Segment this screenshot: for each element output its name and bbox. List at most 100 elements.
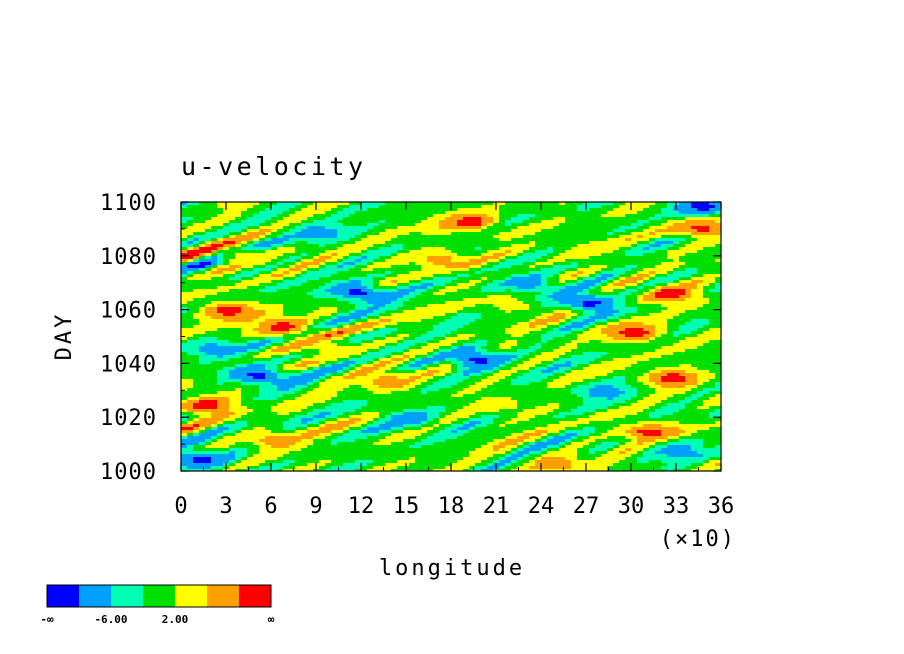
heatmap-cell [181, 406, 193, 409]
heatmap-cell [325, 436, 337, 439]
heatmap-cell [385, 364, 397, 367]
heatmap-cell [589, 316, 607, 319]
heatmap-cell [193, 241, 199, 244]
heatmap-cell [265, 436, 313, 439]
heatmap-cell [661, 235, 691, 238]
heatmap-cell [187, 415, 199, 418]
heatmap-cell [499, 256, 505, 259]
heatmap-cell [667, 250, 697, 253]
heatmap-cell [577, 346, 661, 349]
heatmap-cell [217, 370, 229, 373]
heatmap-cell [199, 322, 259, 325]
heatmap-cell [235, 352, 247, 355]
heatmap-cell [457, 334, 475, 337]
heatmap-cell [559, 277, 577, 280]
heatmap-cell [181, 298, 193, 301]
heatmap-cell [319, 253, 331, 256]
heatmap-cell [313, 220, 337, 223]
heatmap-cell [367, 469, 391, 471]
heatmap-cell [181, 244, 193, 247]
heatmap-cell [187, 241, 193, 244]
heatmap-cell [685, 376, 697, 379]
heatmap-cell [373, 337, 385, 340]
heatmap-cell [283, 313, 307, 316]
heatmap-cell [373, 325, 385, 328]
heatmap-cell [511, 469, 607, 471]
heatmap-cell [247, 208, 265, 211]
heatmap-cell [511, 346, 529, 349]
heatmap-cell [517, 403, 547, 406]
heatmap-cell [667, 307, 697, 310]
heatmap-cell [301, 439, 313, 442]
heatmap-cell [223, 256, 235, 259]
heatmap-cell [439, 421, 451, 424]
heatmap-cell [625, 334, 643, 337]
heatmap-cell [415, 361, 433, 364]
heatmap-cell [565, 370, 571, 373]
heatmap-cell [379, 205, 481, 208]
heatmap-cell [439, 415, 445, 418]
heatmap-cell [265, 373, 277, 376]
heatmap-cell [655, 442, 667, 445]
heatmap-cell [445, 301, 523, 304]
heatmap-cell [373, 289, 397, 292]
heatmap-cell [637, 400, 661, 403]
heatmap-cell [499, 346, 511, 349]
heatmap-cell [229, 232, 241, 235]
heatmap-cell [463, 433, 511, 436]
heatmap-cell [199, 244, 205, 247]
heatmap-cell [505, 439, 523, 442]
heatmap-cell [463, 406, 517, 409]
heatmap-cell [325, 283, 337, 286]
heatmap-cell [487, 361, 505, 364]
heatmap-cell [385, 337, 403, 340]
heatmap-cell [271, 244, 283, 247]
heatmap-cell [295, 364, 307, 367]
heatmap-cell [667, 469, 673, 471]
heatmap-cell [253, 397, 277, 400]
heatmap-cell [313, 415, 325, 418]
heatmap-cell [457, 223, 481, 226]
heatmap-cell [421, 232, 451, 235]
heatmap-cell [565, 316, 571, 319]
heatmap-cell [589, 433, 601, 436]
heatmap-cell [661, 448, 691, 451]
heatmap-cell [421, 280, 451, 283]
heatmap-cell [535, 319, 559, 322]
heatmap-cell [373, 244, 391, 247]
heatmap-cell [289, 388, 301, 391]
heatmap-cell [451, 232, 499, 235]
heatmap-cell [451, 331, 505, 334]
heatmap-cell [331, 214, 349, 217]
heatmap-cell [403, 310, 457, 313]
heatmap-cell [337, 205, 349, 208]
heatmap-cell [283, 361, 295, 364]
heatmap-cell [187, 397, 199, 400]
heatmap-cell [649, 277, 655, 280]
heatmap-cell [535, 442, 559, 445]
heatmap-cell [481, 262, 487, 265]
heatmap-cell [193, 445, 205, 448]
heatmap-cell [283, 280, 307, 283]
heatmap-cell [331, 337, 343, 340]
heatmap-cell [703, 304, 721, 307]
heatmap-cell [373, 226, 397, 229]
heatmap-cell [265, 376, 277, 379]
heatmap-cell [523, 439, 535, 442]
heatmap-cell [511, 229, 541, 232]
heatmap-cell [697, 286, 703, 289]
heatmap-cell [271, 229, 277, 232]
heatmap-cell [217, 382, 223, 385]
colorbar-frame [46, 584, 272, 608]
heatmap-cell [595, 457, 625, 460]
heatmap-cell [349, 385, 361, 388]
heatmap-cell [517, 322, 529, 325]
heatmap-cell [331, 313, 337, 316]
heatmap-cell [247, 232, 265, 235]
heatmap-cell [181, 292, 217, 295]
heatmap-cell [547, 424, 577, 427]
heatmap-cell [625, 400, 637, 403]
heatmap-cell [481, 286, 517, 289]
heatmap-cell [199, 394, 241, 397]
heatmap-cell [511, 379, 541, 382]
